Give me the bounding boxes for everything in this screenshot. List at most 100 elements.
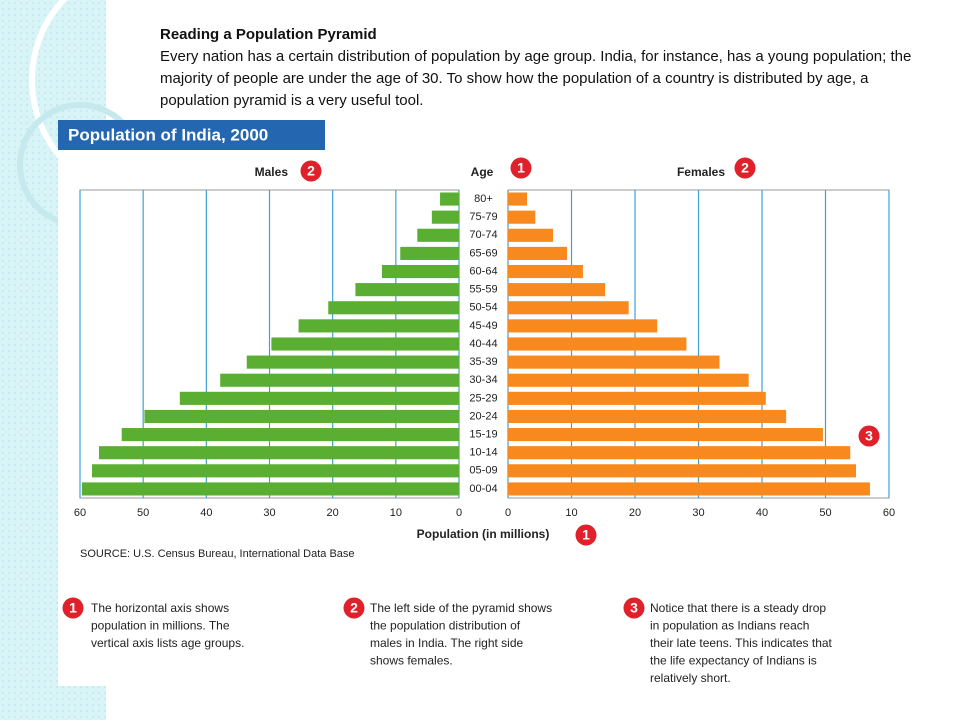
bar: [508, 355, 720, 369]
bar: [508, 446, 851, 460]
x-tick-label: 30: [692, 507, 704, 519]
age-label: 00-04: [469, 483, 497, 495]
note-line: the life expectancy of Indians is: [650, 654, 817, 668]
bar: [355, 283, 459, 297]
age-label: 30-34: [469, 374, 497, 386]
x-tick-label: 60: [883, 507, 895, 519]
age-label: 55-59: [469, 284, 497, 296]
age-label: 50-54: [469, 302, 497, 314]
bar: [92, 464, 460, 478]
header-title: Reading a Population Pyramid: [160, 26, 377, 43]
age-label: 45-49: [469, 320, 497, 332]
bar: [508, 319, 658, 333]
bar: [508, 301, 629, 315]
bar: [179, 391, 459, 405]
bar: [508, 373, 749, 387]
x-tick-label: 20: [629, 507, 641, 519]
badge-number: 2: [350, 600, 358, 616]
badge: [510, 157, 532, 179]
chart-title: Population of India, 2000: [68, 125, 268, 144]
bar: [508, 192, 528, 206]
bar: [508, 246, 568, 260]
series-label: Males: [255, 165, 289, 179]
bar: [508, 391, 766, 405]
bar: [121, 428, 459, 442]
bar: [440, 192, 459, 206]
badge-number: 3: [865, 428, 873, 444]
bar: [298, 319, 459, 333]
badge-number: 2: [741, 160, 749, 176]
age-label: 15-19: [469, 428, 497, 440]
badge-number: 1: [69, 600, 77, 616]
bar: [81, 482, 460, 496]
bar: [508, 210, 536, 224]
bar: [508, 283, 606, 297]
note-line: in population as Indians reach: [650, 619, 809, 633]
age-label: 20-24: [469, 410, 497, 422]
series-label: Females: [677, 165, 725, 179]
age-label: 75-79: [469, 211, 497, 223]
badge: [62, 597, 84, 619]
x-tick-label: 30: [263, 507, 275, 519]
note-line: Notice that there is a steady drop: [650, 601, 826, 615]
bar: [220, 373, 459, 387]
bar: [508, 264, 583, 279]
age-label: 25-29: [469, 392, 497, 404]
bar: [271, 337, 459, 351]
note-line: population in millions. The: [91, 619, 230, 633]
bar: [508, 337, 687, 351]
x-tick-label: 20: [327, 507, 339, 519]
x-tick-label: 50: [137, 507, 149, 519]
x-tick-label: 40: [200, 507, 212, 519]
bar: [98, 446, 459, 460]
note-line: The left side of the pyramid shows: [370, 601, 552, 615]
note-line: shows females.: [370, 654, 453, 668]
bar: [508, 228, 554, 242]
x-tick-label: 10: [390, 507, 402, 519]
age-label: 80+: [474, 193, 493, 205]
title-bar: [58, 120, 325, 150]
bar: [400, 246, 459, 260]
x-tick-label: 60: [74, 507, 86, 519]
age-label: 10-14: [469, 447, 497, 459]
badge: [623, 597, 645, 619]
x-tick-label: 0: [456, 507, 462, 519]
bar: [246, 355, 459, 369]
x-tick-label: 40: [756, 507, 768, 519]
bar: [417, 228, 459, 242]
bar: [508, 482, 870, 496]
age-label: 40-44: [469, 338, 497, 350]
badge-number: 1: [582, 527, 590, 543]
note-line: males in India. The right side: [370, 636, 524, 650]
badge: [300, 160, 322, 182]
badge-number: 3: [630, 600, 638, 616]
source: SOURCE: U.S. Census Bureau, Internationa…: [80, 548, 355, 560]
age-heading: Age: [471, 165, 494, 179]
bar: [328, 301, 459, 315]
badge-number: 2: [307, 163, 315, 179]
header: Reading a Population Pyramid Every natio…: [160, 24, 935, 112]
bar: [508, 428, 823, 442]
note-line: The horizontal axis shows: [91, 601, 229, 615]
badge: [858, 425, 880, 447]
header-text: Every nation has a certain distribution …: [160, 48, 912, 109]
badge-number: 1: [517, 160, 525, 176]
x-tick-label: 10: [565, 507, 577, 519]
x-tick-label: 50: [819, 507, 831, 519]
badge: [575, 524, 597, 546]
x-axis-label: Population (in millions): [417, 527, 550, 541]
note-line: the population distribution of: [370, 619, 521, 633]
bar: [508, 464, 856, 478]
bar: [144, 409, 459, 424]
note-line: their late teens. This indicates that: [650, 636, 833, 650]
bar: [431, 210, 459, 224]
note-line: vertical axis lists age groups.: [91, 636, 244, 650]
x-tick-label: 0: [505, 507, 511, 519]
age-label: 05-09: [469, 465, 497, 477]
badge: [734, 157, 756, 179]
bar: [508, 409, 787, 424]
age-label: 60-64: [469, 265, 497, 277]
badge: [343, 597, 365, 619]
